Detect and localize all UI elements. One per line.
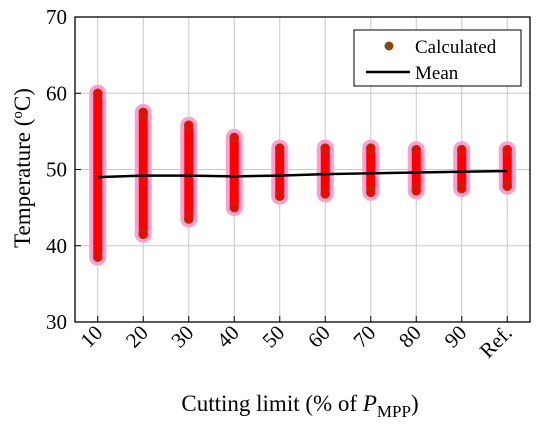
x-tick-label-4: 50	[257, 321, 289, 353]
y-axis-label-unit: C)	[10, 88, 35, 111]
y-axis-label-sup: o	[10, 111, 26, 119]
calculated-cluster-3	[225, 128, 243, 217]
calculated-cluster-8	[453, 141, 471, 198]
y-tick-label-40: 40	[46, 234, 67, 258]
calculated-point-min-5	[320, 189, 331, 199]
x-tick-label-6: 70	[348, 321, 380, 353]
calculated-point-max-8	[456, 144, 467, 155]
y-tick-label-50: 50	[46, 158, 67, 182]
x-axis-label: Cutting limit (% of PMPP)	[181, 391, 418, 421]
y-tick-labels: 30 40 50 60 70	[46, 5, 81, 334]
calculated-point-max-7	[411, 144, 422, 155]
x-tick-label-8: 90	[439, 321, 471, 353]
calculated-point-max-3	[229, 132, 240, 143]
x-axis-label-main: Cutting limit (% of	[181, 391, 362, 416]
calculated-point-min-4	[274, 191, 285, 201]
calculated-point-max-5	[320, 143, 331, 153]
legend: Calculated Mean	[353, 29, 522, 87]
y-tick-label-60: 60	[46, 81, 67, 105]
calculated-cluster-7	[407, 141, 425, 200]
calculated-point-min-2	[183, 214, 194, 224]
calculated-cluster-9	[498, 141, 516, 195]
y-tick-label-30: 30	[46, 310, 67, 334]
x-axis-label-sub: MPP	[377, 402, 411, 421]
x-tick-labels: 10 20 30 40 50 60 70 80 90 Ref.	[75, 316, 517, 363]
calculated-point-min-6	[365, 187, 376, 198]
y-axis-label-main: Temperature (	[10, 119, 35, 248]
calculated-point-min-7	[411, 186, 422, 196]
calculated-point-max-1	[138, 107, 149, 118]
calculated-point-min-3	[229, 202, 240, 213]
calculated-points	[89, 84, 516, 266]
legend-label-calculated: Calculated	[415, 37, 497, 58]
legend-marker-calculated	[384, 41, 394, 51]
calculated-point-max-9	[502, 144, 513, 155]
x-tick-label-5: 60	[303, 321, 335, 353]
x-tick-label-9: Ref.	[475, 321, 517, 363]
calculated-cluster-2	[180, 116, 198, 228]
calculated-cluster-6	[362, 139, 380, 201]
x-axis-label-close: )	[411, 391, 419, 416]
x-tick-label-0: 10	[75, 321, 107, 353]
calculated-cluster-0	[89, 84, 107, 266]
calculated-point-min-8	[456, 183, 467, 194]
calculated-cluster-5	[316, 139, 334, 203]
calculated-point-min-9	[502, 181, 513, 192]
x-tick-label-7: 80	[394, 321, 426, 353]
calculated-point-min-1	[138, 229, 149, 240]
legend-label-mean: Mean	[415, 63, 459, 84]
calculated-point-max-2	[183, 120, 194, 131]
calculated-cluster-4	[271, 139, 289, 205]
calculated-point-min-0	[92, 252, 103, 262]
calculated-point-max-0	[92, 88, 103, 99]
legend-box	[353, 29, 522, 87]
x-tick-label-1: 20	[121, 321, 153, 353]
y-axis-label: Temperature (oC)	[10, 88, 35, 248]
calculated-cluster-1	[134, 103, 152, 243]
x-axis-label-var: P	[362, 391, 377, 416]
y-tick-label-70: 70	[46, 5, 67, 29]
x-tick-label-3: 40	[212, 321, 244, 353]
calculated-point-max-4	[274, 143, 285, 153]
mean-line	[97, 169, 508, 179]
calculated-point-max-6	[365, 143, 376, 153]
x-tick-label-2: 30	[166, 321, 198, 353]
